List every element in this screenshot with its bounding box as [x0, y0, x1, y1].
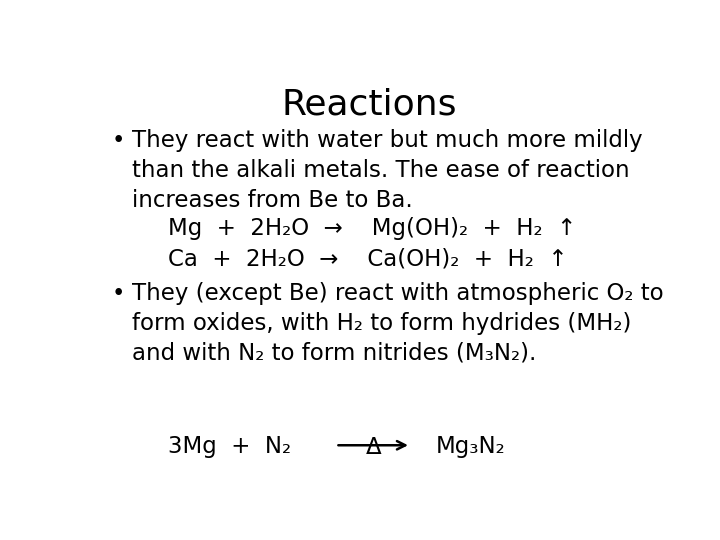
Text: Mg  +  2H₂O  →    Mg(OH)₂  +  H₂  ↑: Mg + 2H₂O → Mg(OH)₂ + H₂ ↑: [168, 217, 577, 240]
Text: than the alkali metals. The ease of reaction: than the alkali metals. The ease of reac…: [132, 159, 629, 182]
Text: Mg₃N₂: Mg₃N₂: [436, 435, 505, 458]
Text: form oxides, with H₂ to form hydrides (MH₂): form oxides, with H₂ to form hydrides (M…: [132, 312, 631, 335]
Text: •: •: [111, 282, 125, 305]
Text: 3Mg  +  N₂: 3Mg + N₂: [168, 435, 292, 458]
Text: They (except Be) react with atmospheric O₂ to: They (except Be) react with atmospheric …: [132, 282, 663, 305]
Text: Reactions: Reactions: [282, 87, 456, 122]
Text: Δ: Δ: [365, 436, 381, 458]
Text: Ca  +  2H₂O  →    Ca(OH)₂  +  H₂  ↑: Ca + 2H₂O → Ca(OH)₂ + H₂ ↑: [168, 248, 567, 271]
Text: •: •: [111, 129, 125, 152]
Text: increases from Be to Ba.: increases from Be to Ba.: [132, 189, 413, 212]
Text: and with N₂ to form nitrides (M₃N₂).: and with N₂ to form nitrides (M₃N₂).: [132, 342, 536, 364]
Text: They react with water but much more mildly: They react with water but much more mild…: [132, 129, 642, 152]
